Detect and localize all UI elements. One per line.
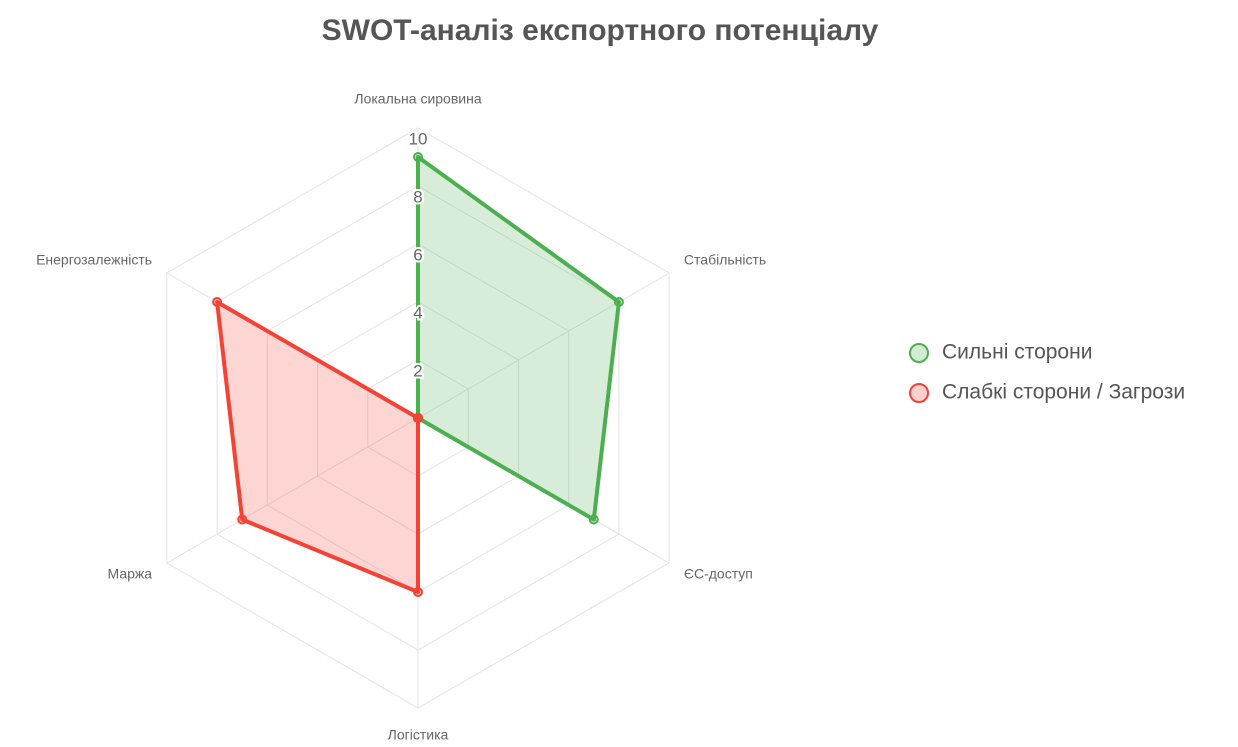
data-point [413, 152, 423, 162]
category-label: Енергозалежність [36, 252, 152, 268]
data-point [413, 413, 423, 423]
legend-marker [909, 383, 929, 403]
legend-label: Сильні сторони [942, 341, 1092, 364]
category-label: ЄС-доступ [684, 566, 753, 582]
tick-label: 8 [413, 187, 422, 206]
tick-label: 10 [409, 129, 428, 148]
data-point [588, 514, 599, 525]
axis-line [166, 417, 419, 564]
series-area [416, 155, 621, 522]
series-area [215, 300, 420, 594]
data-point [237, 514, 248, 525]
category-label: Маржа [108, 566, 153, 582]
axis-line [417, 272, 670, 419]
chart-title: SWOT-аналіз експортного потенціалу [322, 14, 879, 47]
category-label: Локальна сировина [354, 91, 481, 107]
tick-label: 2 [413, 361, 422, 380]
tick-label: 6 [413, 245, 422, 264]
category-label: Стабільність [684, 252, 766, 268]
legend-label: Слабкі сторони / Загрози [942, 381, 1185, 404]
tick-label: 4 [413, 303, 422, 322]
category-label: Логістика [388, 727, 449, 743]
legend-marker [909, 343, 929, 363]
data-point [413, 587, 423, 597]
data-point [212, 297, 223, 307]
data-point [613, 297, 624, 307]
